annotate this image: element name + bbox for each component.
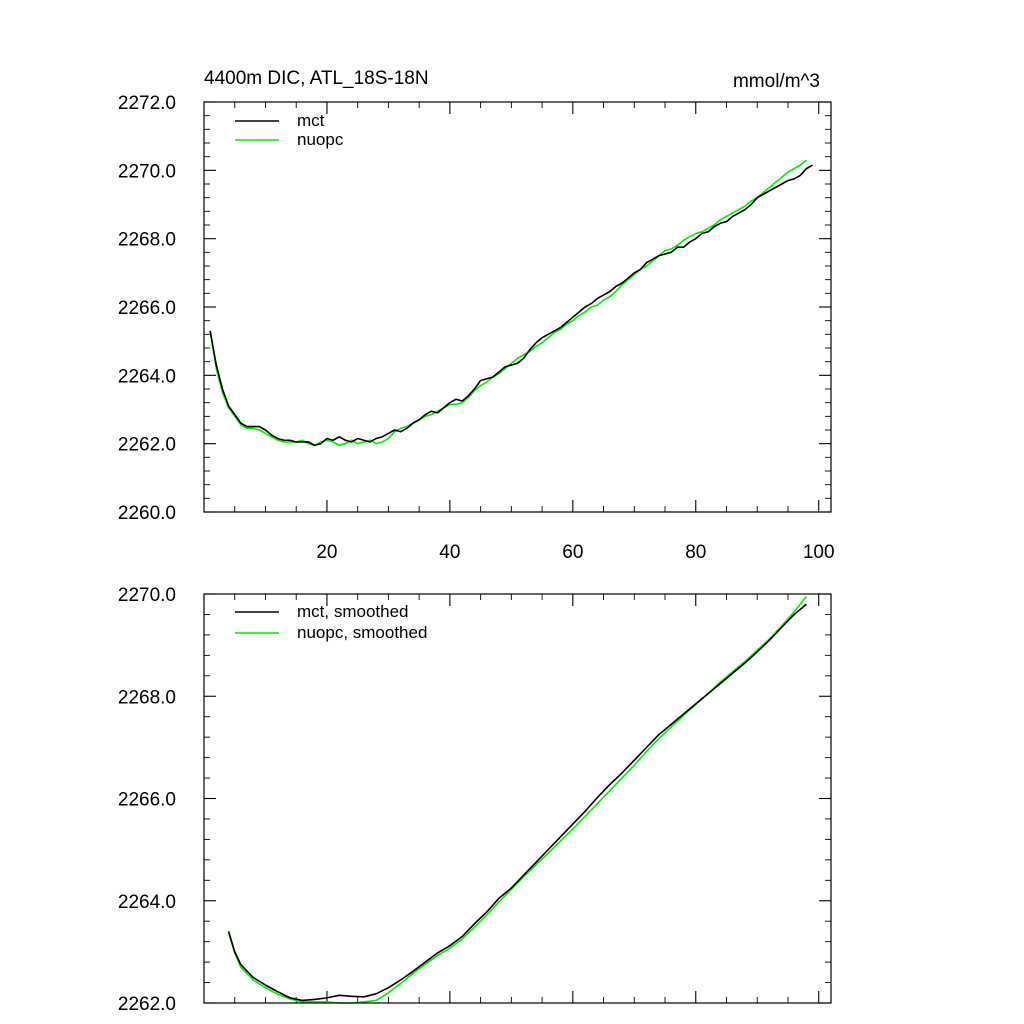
legend-label: mct, smoothed bbox=[297, 602, 409, 621]
y-tick-label: 2272.0 bbox=[118, 93, 176, 114]
x-tick-label: 80 bbox=[685, 542, 706, 563]
y-tick-label: 2266.0 bbox=[118, 790, 176, 811]
y-tick-label: 2264.0 bbox=[118, 366, 176, 387]
legend-label: nuopc, smoothed bbox=[297, 623, 427, 642]
legend-label: nuopc bbox=[297, 130, 344, 149]
y-tick-label: 2270.0 bbox=[118, 161, 176, 182]
y-tick-label: 2266.0 bbox=[118, 298, 176, 319]
series-line-nuopc-smoothed bbox=[227, 596, 808, 1004]
bottom-plot-panel: 2262.0 2264.0 2266.0 2268.0 2270.0 mct, smoo… bbox=[118, 585, 832, 1015]
plot-title: 4400m DIC, ATL_18S-18N bbox=[204, 68, 429, 89]
bottom-legend: mct, smoothed nuopc, smoothed bbox=[235, 602, 427, 642]
series-line-mct bbox=[209, 164, 813, 447]
x-tick-label: 20 bbox=[316, 542, 337, 563]
y-tick-label: 2268.0 bbox=[118, 230, 176, 251]
top-series-layer bbox=[209, 159, 813, 447]
top-axis-ticks: 2260.0 2262.0 2264.0 2266.0 2268.0 2270.0 2272… bbox=[118, 93, 835, 563]
bottom-plot-frame bbox=[203, 593, 832, 1004]
y-tick-label: 2268.0 bbox=[118, 687, 176, 708]
bottom-series-layer bbox=[227, 596, 808, 1004]
x-tick-label: 40 bbox=[439, 542, 460, 563]
top-plot-panel: 4400m DIC, ATL_18S-18N mmol/m^3 2260.022… bbox=[118, 68, 835, 563]
y-tick-label: 2260.0 bbox=[118, 503, 176, 524]
x-tick-label: 60 bbox=[562, 542, 583, 563]
series-line-mct-smoothed bbox=[227, 603, 807, 1002]
top-plot-frame bbox=[203, 101, 832, 513]
bottom-axis-ticks: 2262.0 2264.0 2266.0 2268.0 2270.0 bbox=[118, 585, 831, 1015]
y-tick-label: 2262.0 bbox=[118, 994, 176, 1015]
series-line-nuopc bbox=[209, 159, 807, 447]
y-tick-label: 2270.0 bbox=[118, 585, 176, 606]
units-label: mmol/m^3 bbox=[733, 71, 820, 92]
y-tick-label: 2262.0 bbox=[118, 435, 176, 456]
y-tick-label: 2264.0 bbox=[118, 892, 176, 913]
x-tick-label: 100 bbox=[803, 542, 835, 563]
legend-label: mct bbox=[297, 111, 325, 130]
